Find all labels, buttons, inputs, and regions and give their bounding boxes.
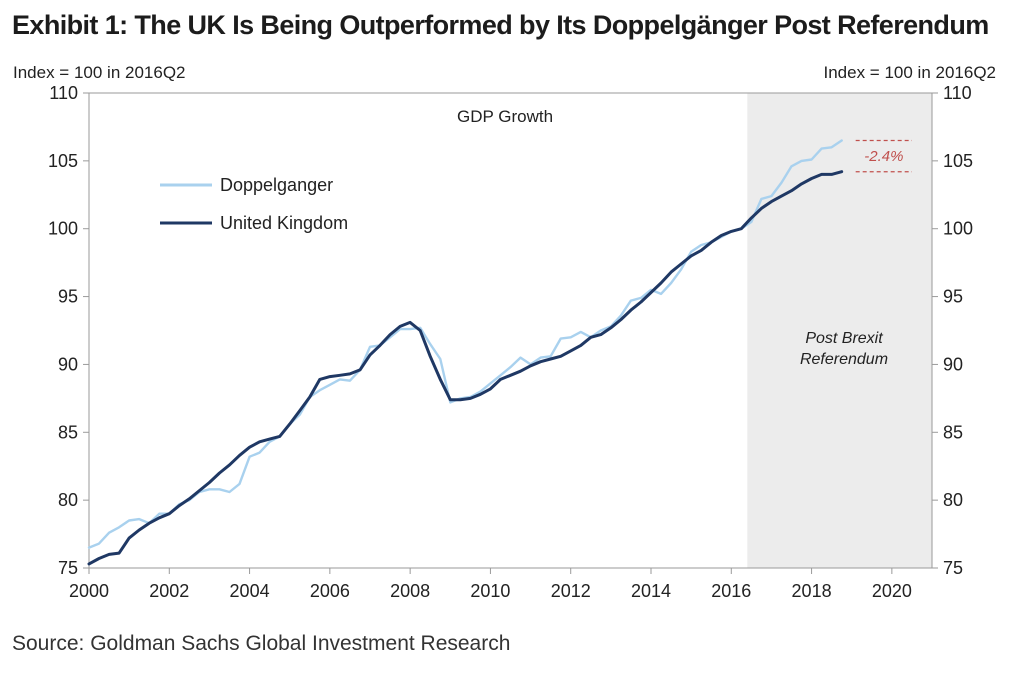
y-axis-right-unit-label: Index = 100 in 2016Q2 xyxy=(824,63,997,82)
x-axis: 2000 2002 2004 2006 2008 2010 2012 2014 2016 2018… xyxy=(69,568,912,601)
difference-label: -2.4% xyxy=(864,148,903,165)
legend-label-doppelganger: Doppelganger xyxy=(220,175,333,195)
legend-label-united-kingdom: United Kingdom xyxy=(220,213,348,233)
y-right-tick-label: 110 xyxy=(943,83,972,103)
y-right-tick-label: 95 xyxy=(943,287,963,307)
chart-annotation-gdp-growth: GDP Growth xyxy=(457,107,553,126)
legend: Doppelganger United Kingdom xyxy=(160,175,348,233)
x-tick-label: 2010 xyxy=(470,581,510,601)
series-line-united-kingdom xyxy=(87,170,844,566)
y-left-tick-label: 90 xyxy=(58,354,78,374)
y-left-tick-label: 100 xyxy=(48,219,78,239)
x-tick-label: 2018 xyxy=(792,581,832,601)
x-tick-label: 2004 xyxy=(230,581,270,601)
y-left-tick-label: 85 xyxy=(58,422,78,442)
y-right-tick-label: 75 xyxy=(943,558,963,578)
x-tick-label: 2012 xyxy=(551,581,591,601)
y-right-tick-label: 80 xyxy=(943,490,963,510)
y-right-tick-label: 90 xyxy=(943,354,963,374)
y-axis-left-unit-label: Index = 100 in 2016Q2 xyxy=(13,63,186,82)
y-axis-right: 75 80 85 90 95 100 105 110 xyxy=(932,83,973,578)
x-tick-label: 2014 xyxy=(631,581,671,601)
shaded-region-label-line1: Post Brexit xyxy=(805,330,883,347)
x-tick-label: 2008 xyxy=(390,581,430,601)
y-left-tick-label: 110 xyxy=(49,83,78,103)
x-tick-label: 2020 xyxy=(872,581,912,601)
y-left-tick-label: 80 xyxy=(58,490,78,510)
x-tick-label: 2000 xyxy=(69,581,109,601)
y-left-tick-label: 105 xyxy=(48,151,78,171)
plot-area-frame xyxy=(88,92,933,569)
y-right-tick-label: 85 xyxy=(943,422,963,442)
series-line-doppelganger xyxy=(87,139,843,549)
source-note: Source: Goldman Sachs Global Investment … xyxy=(12,632,511,655)
x-tick-label: 2016 xyxy=(711,581,751,601)
x-tick-label: 2006 xyxy=(310,581,350,601)
series-layer xyxy=(87,139,844,566)
y-left-tick-label: 95 xyxy=(58,287,78,307)
shaded-region-label-line2: Referendum xyxy=(800,351,888,368)
difference-annotation: -2.4% xyxy=(855,139,912,173)
chart-title: Exhibit 1: The UK Is Being Outperformed … xyxy=(12,10,989,40)
y-right-tick-label: 100 xyxy=(943,219,973,239)
y-axis-left: 75 80 85 90 95 100 105 110 xyxy=(48,83,89,578)
y-left-tick-label: 75 xyxy=(58,558,78,578)
gdp-line-chart: 2000 2002 2004 2006 2008 2010 2012 2014 2016 2018… xyxy=(13,63,997,601)
y-right-tick-label: 105 xyxy=(943,151,973,171)
x-tick-label: 2002 xyxy=(149,581,189,601)
